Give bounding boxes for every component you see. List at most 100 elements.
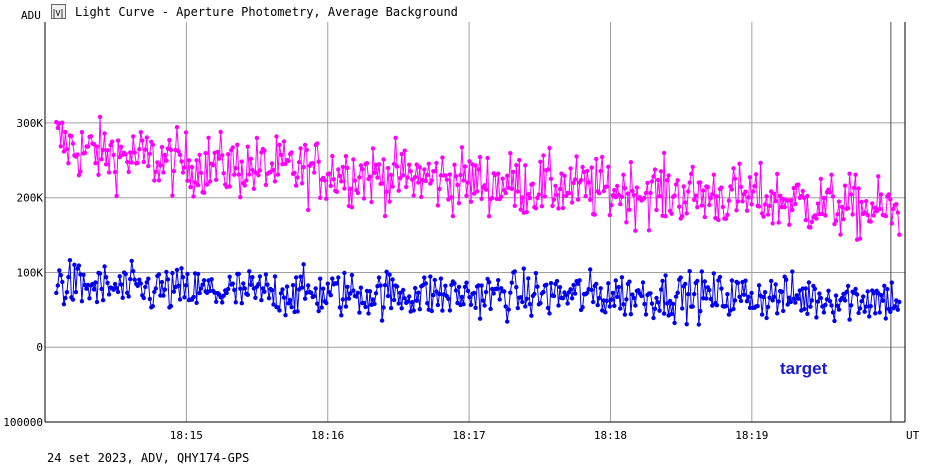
data-point [123, 152, 128, 157]
data-point [281, 295, 287, 300]
data-point [99, 157, 104, 162]
data-point [366, 311, 371, 316]
data-point [242, 183, 247, 188]
data-point [545, 167, 551, 172]
data-point [509, 186, 514, 191]
data-point [306, 207, 311, 213]
data-point [382, 213, 388, 219]
data-point [643, 190, 649, 196]
y-axis-label: ADU [21, 9, 41, 22]
data-point [230, 145, 235, 150]
data-point [708, 195, 713, 201]
data-point [343, 304, 349, 309]
data-point [473, 305, 478, 310]
data-point [64, 290, 70, 295]
data-point [545, 305, 551, 311]
data-point [607, 304, 612, 309]
data-point [547, 145, 552, 151]
data-point [756, 204, 762, 209]
data-point [57, 268, 62, 273]
data-point [630, 292, 635, 297]
data-point [521, 266, 526, 271]
data-point [123, 271, 128, 277]
chart-grid [45, 22, 905, 422]
data-point [416, 290, 421, 295]
chart-labels: 300K 200K 100K 0 100000 18:15 18:16 18:17 18:18 1… [3, 9, 919, 442]
data-point [191, 194, 196, 199]
data-point [417, 307, 422, 312]
data-point [527, 301, 533, 307]
x-tick-label: 18:17 [453, 429, 486, 442]
data-point [256, 172, 261, 178]
data-point [117, 274, 122, 279]
data-point [892, 304, 897, 309]
data-point [479, 196, 484, 201]
data-point [524, 296, 529, 301]
data-point [781, 308, 786, 314]
data-point [164, 269, 169, 275]
data-point [577, 278, 582, 283]
data-point [710, 303, 715, 308]
data-point [93, 160, 98, 166]
data-point [888, 309, 893, 314]
data-point [131, 134, 136, 139]
data-point [259, 298, 264, 303]
data-point [686, 292, 691, 297]
data-point [72, 262, 77, 267]
data-point [394, 284, 400, 289]
data-point [627, 207, 632, 212]
data-point [379, 318, 385, 323]
data-point [103, 275, 109, 280]
data-point [106, 170, 112, 175]
data-point [551, 197, 557, 202]
data-point [220, 153, 225, 158]
data-point [453, 288, 459, 293]
data-point [375, 175, 380, 180]
data-point [788, 299, 793, 305]
data-point [398, 290, 403, 295]
data-point [358, 163, 364, 168]
data-point [854, 292, 860, 297]
data-point [749, 202, 754, 207]
data-point [856, 186, 861, 191]
data-point [399, 306, 404, 311]
data-point [669, 211, 674, 216]
data-point [818, 176, 824, 182]
data-point [91, 287, 97, 292]
data-point [836, 307, 842, 312]
data-point [877, 206, 882, 212]
data-point [342, 270, 347, 276]
data-point [680, 214, 685, 219]
data-point [873, 205, 878, 210]
data-point [747, 175, 753, 180]
data-point [664, 178, 670, 183]
data-point [663, 214, 668, 219]
data-point [239, 301, 244, 306]
data-point [411, 193, 416, 198]
data-point [790, 269, 795, 274]
data-point [630, 188, 635, 194]
data-point [725, 292, 730, 297]
data-point [446, 296, 451, 301]
data-point [114, 193, 119, 199]
data-point [182, 165, 187, 170]
data-point [692, 291, 697, 297]
data-point [826, 288, 831, 293]
data-point [749, 290, 754, 296]
data-point [144, 280, 149, 285]
data-point [474, 189, 480, 194]
data-point [606, 281, 611, 286]
data-point [657, 308, 662, 313]
data-point [60, 120, 65, 125]
data-point [355, 290, 361, 295]
data-point [378, 283, 383, 288]
data-point [201, 190, 207, 195]
data-point [496, 171, 501, 176]
data-point [277, 308, 282, 313]
data-point [254, 135, 260, 141]
data-point [761, 294, 766, 300]
data-point [370, 146, 376, 151]
data-point [236, 271, 241, 277]
data-point [684, 211, 689, 216]
